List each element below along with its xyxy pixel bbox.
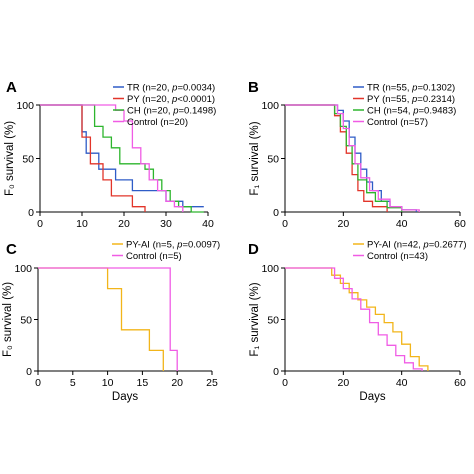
x-tick-label: 10: [76, 218, 88, 230]
legend-p-value: =0.2314): [417, 94, 455, 105]
legend-name: PY-AI (n=42,: [367, 240, 423, 251]
y-tick-label: 50: [267, 154, 279, 166]
x-tick-label: 20: [171, 377, 183, 389]
x-tick-label: 25: [206, 377, 218, 389]
legend-label: TR (n=20, p=0.0034): [127, 83, 215, 94]
y-tick-label: 100: [261, 100, 279, 112]
legend-label: Control (n=43): [367, 251, 428, 262]
x-tick-label: 60: [454, 218, 466, 230]
y-axis-label: F₀ survival (%): [4, 121, 16, 196]
legend-p-value: =0.1302): [417, 83, 455, 94]
y-tick-label: 0: [273, 366, 279, 378]
legend-name: PY-AI (n=5,: [126, 240, 177, 251]
x-tick-label: 15: [137, 377, 149, 389]
legend-p-value: <0.0001): [177, 94, 215, 105]
legend-name: Control (n=20): [127, 117, 188, 128]
series-line-3: [40, 104, 204, 213]
legend-p-value: =0.1498): [179, 106, 217, 117]
y-tick-label: 100: [14, 263, 32, 275]
series-line-2: [40, 104, 146, 212]
x-axis-label: Days: [112, 391, 138, 403]
legend-p-symbol: p: [412, 106, 418, 117]
x-tick-label: 30: [160, 218, 172, 230]
legend-label: PY (n=20, p<0.0001): [127, 94, 215, 105]
y-tick-label: 50: [20, 315, 32, 327]
legend-label: TR (n=55, p=0.1302): [367, 83, 455, 94]
legend-label: PY-AI (n=42, p=0.2677): [367, 240, 467, 251]
panel-letter: C: [6, 241, 17, 258]
legend-p-symbol: p: [176, 240, 182, 251]
panel-letter: D: [248, 241, 259, 258]
legend-p-value: =0.0097): [182, 240, 220, 251]
series-line-1: [285, 267, 429, 371]
legend-p-value: =0.9483): [419, 106, 457, 117]
y-tick-label: 100: [261, 263, 279, 275]
legend-p-symbol: p: [172, 106, 178, 117]
x-tick-label: 0: [282, 218, 288, 230]
legend-label: PY-AI (n=5, p=0.0097): [126, 240, 220, 251]
legend-p-symbol: p: [422, 240, 428, 251]
legend-name: CH (n=20,: [127, 106, 173, 117]
y-tick-label: 0: [273, 207, 279, 219]
x-tick-label: 10: [102, 377, 114, 389]
legend-name: Control (n=5): [126, 251, 182, 262]
y-tick-label: 100: [16, 100, 34, 112]
legend-name: TR (n=55,: [367, 83, 412, 94]
legend-name: PY (n=55,: [367, 94, 412, 105]
legend-name: Control (n=57): [367, 117, 428, 128]
x-tick-label: 0: [282, 377, 288, 389]
legend-name: Control (n=43): [367, 251, 428, 262]
x-tick-label: 0: [35, 377, 41, 389]
y-tick-label: 0: [26, 366, 32, 378]
legend-label: Control (n=5): [126, 251, 182, 262]
legend-p-symbol: p: [171, 83, 177, 94]
y-tick-label: 50: [267, 315, 279, 327]
legend-label: PY (n=55, p=0.2314): [367, 94, 455, 105]
x-tick-label: 40: [202, 218, 214, 230]
x-tick-label: 60: [454, 377, 466, 389]
x-tick-label: 20: [337, 218, 349, 230]
legend-label: CH (n=54, p=0.9483): [367, 106, 456, 117]
series-line-4: [285, 104, 420, 212]
y-axis-label: F₀ survival (%): [2, 282, 14, 357]
panel-letter: B: [248, 79, 259, 96]
legend-p-value: =0.2677): [429, 240, 467, 251]
legend-label: Control (n=57): [367, 117, 428, 128]
x-tick-label: 5: [70, 377, 76, 389]
series-line-2: [285, 267, 423, 371]
panel-d: D 0 20 40 60 0 50 100 Days F₁ survival (%) PY-AI (…: [248, 240, 467, 404]
x-tick-label: 40: [396, 218, 408, 230]
y-tick-label: 0: [28, 207, 34, 219]
legend-p-value: =0.0034): [177, 83, 215, 94]
y-tick-label: 50: [22, 154, 34, 166]
x-tick-label: 20: [118, 218, 130, 230]
legend-name: CH (n=54,: [367, 106, 413, 117]
legend-name: TR (n=20,: [127, 83, 172, 94]
x-tick-label: 40: [396, 377, 408, 389]
series-line-1: [38, 267, 164, 371]
x-tick-label: 0: [37, 218, 43, 230]
panel-c: C 0 5 10 15 20 25 0 50 100 Days F₀ survival (%) PY-A…: [2, 240, 220, 404]
series-line-2: [38, 267, 178, 371]
legend-label: CH (n=20, p=0.1498): [127, 106, 216, 117]
x-tick-label: 20: [337, 377, 349, 389]
legend-p-symbol: p: [171, 94, 177, 105]
panel-letter: A: [6, 79, 17, 96]
legend-p-symbol: p: [411, 83, 417, 94]
legend-name: PY (n=20,: [127, 94, 172, 105]
y-axis-label: F₁ survival (%): [249, 121, 261, 195]
y-axis-label: F₁ survival (%): [249, 282, 261, 356]
legend-label: Control (n=20): [127, 117, 188, 128]
x-axis-label: Days: [359, 391, 385, 403]
legend-p-symbol: p: [411, 94, 417, 105]
